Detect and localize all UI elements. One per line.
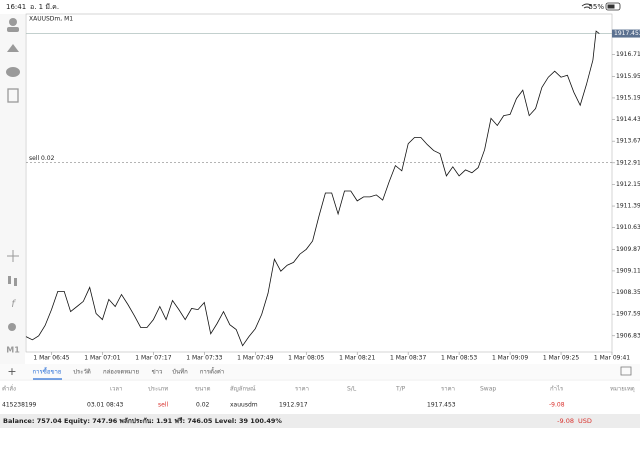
y-tick-label: 1914.430 xyxy=(616,116,640,123)
cell: sell xyxy=(158,402,168,409)
column-header: ราคา xyxy=(295,386,309,393)
column-header: กำไร xyxy=(550,385,564,393)
y-tick-label: 1908.350 xyxy=(616,289,640,296)
summary-bar xyxy=(0,414,640,428)
y-tick-label: 1909.870 xyxy=(616,246,640,253)
battery-icon xyxy=(605,2,621,11)
new-order-icon[interactable] xyxy=(7,88,19,103)
cell: 03.01 08:43 xyxy=(87,402,124,409)
account-icon-body xyxy=(7,27,19,32)
x-tick-label: 1 Mar 06:45 xyxy=(33,355,69,362)
column-header: ประเภท xyxy=(148,386,168,393)
y-tick-label: 1907.590 xyxy=(616,311,640,318)
clock: 16:41 xyxy=(6,3,26,11)
y-tick-label: 1915.950 xyxy=(616,73,640,80)
y-tick-label: 1909.110 xyxy=(616,267,640,274)
objects-icon[interactable] xyxy=(8,323,16,331)
sidebar xyxy=(0,14,25,366)
timeframe[interactable]: M1 xyxy=(6,346,20,355)
column-header: ขนาด xyxy=(195,386,211,393)
column-header: S/L xyxy=(347,386,357,393)
column-header: ราคา xyxy=(441,386,455,393)
x-tick-label: 1 Mar 09:09 xyxy=(492,355,528,362)
y-tick-label: 1911.390 xyxy=(616,203,640,210)
chart-title: XAUUSDm, M1 xyxy=(29,16,73,23)
column-header: T/P xyxy=(395,386,406,393)
x-tick-label: 1 Mar 08:05 xyxy=(288,355,324,362)
candles-icon-b xyxy=(14,278,17,286)
cell: 0.02 xyxy=(196,402,210,409)
tab-bar xyxy=(0,364,640,379)
tab[interactable]: บันทึก xyxy=(172,369,188,376)
x-tick-label: 1 Mar 08:37 xyxy=(390,355,426,362)
add-button[interactable]: + xyxy=(7,365,16,378)
y-tick-label: 1915.190 xyxy=(616,94,640,101)
chat-icon[interactable] xyxy=(6,67,20,77)
panel-icon[interactable] xyxy=(620,366,632,376)
column-header: เวลา xyxy=(110,386,122,393)
cell: 415238199 xyxy=(2,402,37,409)
battery-level xyxy=(607,4,615,9)
x-tick-label: 1 Mar 07:01 xyxy=(84,355,120,362)
y-tick-label: 1912.150 xyxy=(616,181,640,188)
total-profit: -9.08 xyxy=(557,417,574,425)
x-tick-label: 1 Mar 07:49 xyxy=(237,355,273,362)
bid-label-box xyxy=(612,29,640,38)
cell: xauusdm xyxy=(230,402,258,409)
crosshair-icon[interactable] xyxy=(7,250,19,262)
tab[interactable]: กล่องจดหมาย xyxy=(103,369,139,376)
y-tick-label: 1913.670 xyxy=(616,138,640,145)
chart-frame xyxy=(25,13,613,353)
tab[interactable]: ประวัติ xyxy=(73,369,91,376)
cell: 1917.453 xyxy=(427,402,456,409)
tab[interactable]: การตั้งค่า xyxy=(200,366,224,376)
tab[interactable]: ข่าว xyxy=(152,369,163,376)
column-header: สัญลักษณ์ xyxy=(230,385,256,393)
trade-icon[interactable] xyxy=(7,44,19,52)
x-tick-label: 1 Mar 07:33 xyxy=(186,355,222,362)
y-tick-label: 1912.910 xyxy=(616,159,640,166)
indicators-icon[interactable]: f xyxy=(11,299,16,310)
cell: 1912.917 xyxy=(279,402,308,409)
column-header: Swap xyxy=(480,386,496,393)
account-icon[interactable] xyxy=(9,18,17,26)
summary: Balance: 757.04 Equity: 747.96 พลักประกั… xyxy=(3,417,282,425)
x-tick-label: 1 Mar 08:21 xyxy=(339,355,375,362)
wifi-icon xyxy=(581,3,593,9)
y-tick-label: 1916.710 xyxy=(616,51,640,58)
bid-label: 1917.453 xyxy=(614,30,640,37)
x-tick-label: 1 Mar 09:25 xyxy=(543,355,579,362)
tab[interactable]: การซื้อขาย xyxy=(33,366,62,376)
sell-level-label: sell 0.02 xyxy=(29,155,55,162)
candles-icon[interactable] xyxy=(8,276,11,284)
column-header: หมายเหตุ xyxy=(610,386,635,393)
price-line xyxy=(25,30,600,347)
x-tick-label: 1 Mar 07:17 xyxy=(135,355,171,362)
x-tick-label: 1 Mar 08:53 xyxy=(441,355,477,362)
date: อ. 1 มี.ค. xyxy=(30,3,59,11)
column-header: คำสั่ง xyxy=(2,385,16,393)
battery-text: 55% xyxy=(588,3,604,11)
y-tick-label: 1906.830 xyxy=(616,332,640,339)
x-tick-label: 1 Mar 09:41 xyxy=(594,355,630,362)
cell: -9.08 xyxy=(549,402,565,409)
currency: USD xyxy=(578,417,592,425)
y-tick-label: 1910.630 xyxy=(616,224,640,231)
